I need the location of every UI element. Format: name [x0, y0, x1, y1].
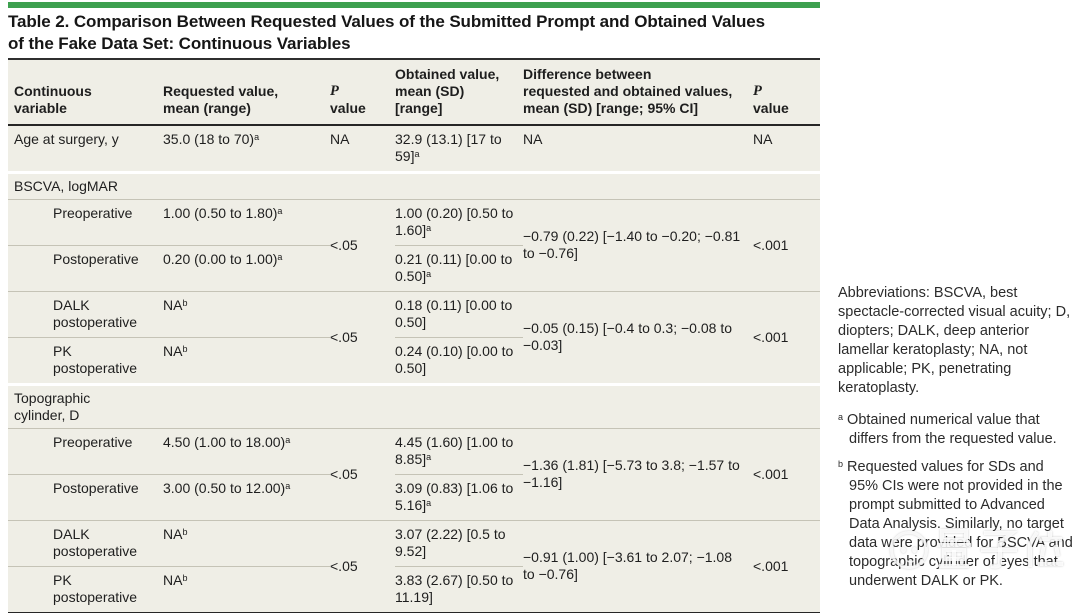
section-label: BSCVA, logMAR: [8, 174, 820, 200]
abbreviations-note: Abbreviations: BSCVA, best spectacle-cor…: [838, 285, 1071, 396]
table-cell: Preoperative: [8, 199, 163, 246]
table-cell: Postoperative: [53, 480, 139, 496]
comparison-table: Continuous variable Requested value, mean…: [8, 58, 820, 613]
table-cell: 4.45 (1.60) [1.00 to 8.85]a: [395, 428, 523, 475]
table-cell: <.001: [753, 520, 820, 613]
footnote-a: a Obtained numerical value that differs …: [838, 411, 1074, 449]
footnote-a-text: Obtained numerical value that differs fr…: [847, 412, 1057, 447]
section-label: Topographic cylinder, D: [8, 386, 820, 429]
table-cell: NAb: [163, 520, 330, 567]
table-cell: <.05: [330, 291, 395, 383]
table-cell: −0.79 (0.22) [−1.40 to −0.20; −0.81 to −…: [523, 228, 741, 261]
table-cell: NAb: [163, 291, 330, 338]
table-cell: −1.36 (1.81) [−5.73 to 3.8; −1.57 to −1.…: [523, 457, 740, 490]
table-cell: <.001: [753, 236, 789, 253]
table-row: PK postoperative NAb 0.24 (0.10) [0.00 to …: [8, 338, 820, 384]
accent-bar: [8, 2, 820, 8]
table-cell: <.001: [753, 291, 820, 383]
col-header-0: Continuous variable: [8, 59, 163, 126]
table-cell: NA: [753, 131, 773, 147]
table-cell: Preoperative: [8, 428, 163, 475]
row-gap: [8, 383, 820, 386]
table-cell: 32.9 (13.1) [17 to 59]a: [395, 131, 502, 164]
table-cell: Age at surgery, y: [14, 131, 119, 147]
table-cell: <.05: [330, 520, 395, 613]
table-cell: <.05: [330, 465, 358, 482]
table-cell: PK postoperative: [53, 572, 138, 605]
table-cell: 0.20 (0.00 to 1.00)a: [163, 251, 283, 267]
table-cell: 3.83 (2.67) [0.50 to 11.19]: [395, 572, 514, 605]
col-header-4: Difference between requested and obtaine…: [523, 59, 753, 126]
table-cell: −0.05 (0.15) [−0.4 to 0.3; −0.08 to −0.0…: [523, 291, 753, 383]
table-cell: DALK postoperative: [8, 291, 163, 338]
footnote-b-text: Requested values for SDs and 95% CIs wer…: [847, 459, 1073, 589]
table-cell: −0.91 (1.00) [−3.61 to 2.07; −1.08 to −0…: [523, 520, 753, 613]
table-row: DALK postoperative NAb <.05 3.07 (2.22) [0.…: [8, 520, 820, 613]
table-cell: 0.21 (0.11) [0.00 to 0.50]a: [395, 251, 513, 284]
table-cell: 3.00 (0.50 to 12.00)a: [163, 480, 291, 496]
table-cell: 3.07 (2.22) [0.5 to 9.52]: [395, 520, 523, 567]
table-row: Age at surgery, y 35.0 (18 to 70)a NA 32.9 …: [8, 125, 820, 171]
table-row: PK postoperative NAb 3.83 (2.67) [0.50 to …: [8, 567, 820, 613]
table-row: Preoperative 4.50 (1.00 to 18.00)a <.05 4.4…: [8, 428, 820, 490]
table-title-line2: of the Fake Data Set: Continuous Variabl…: [8, 34, 351, 53]
section-row: BSCVA, logMAR: [8, 174, 820, 200]
row-gap: [8, 171, 820, 174]
table-cell: 35.0 (18 to 70)a: [163, 131, 260, 147]
table-row: Preoperative 1.00 (0.50 to 1.80)a <.05 1.00…: [8, 199, 820, 261]
table-cell: 4.50 (1.00 to 18.00)a: [163, 428, 330, 475]
table-cell: 3.09 (0.83) [1.06 to 5.16]a: [395, 480, 514, 513]
table-cell: 1.00 (0.20) [0.50 to 1.60]a: [395, 199, 523, 246]
col-header-2: P value: [330, 59, 395, 126]
table-row: Postoperative 0.20 (0.00 to 1.00)a 0.21 (0…: [8, 246, 820, 292]
table-cell: <.001: [753, 465, 789, 482]
table-cell: NA: [523, 131, 543, 147]
table-cell: NA: [330, 131, 350, 147]
col-header-3: Obtained value, mean (SD) [range]: [395, 59, 523, 126]
footnote-a-marker: a: [838, 412, 844, 422]
table-cell: 1.00 (0.50 to 1.80)a: [163, 199, 330, 246]
table-cell: Postoperative: [53, 251, 139, 267]
table-title-line1: Table 2. Comparison Between Requested Va…: [8, 12, 765, 31]
table-cell: PK postoperative: [53, 343, 138, 376]
table-cell: 0.24 (0.10) [0.00 to 0.50]: [395, 343, 514, 376]
table-cell: DALK postoperative: [8, 520, 163, 567]
table-cell: NAb: [163, 572, 188, 588]
col-header-5: P value: [753, 59, 820, 126]
table-cell: <.05: [330, 236, 358, 253]
table-cell: NAb: [163, 343, 188, 359]
table-row: Postoperative 3.00 (0.50 to 12.00)a 3.09 (…: [8, 475, 820, 521]
table-header-row: Continuous variable Requested value, mean…: [8, 59, 820, 126]
table-notes: Abbreviations: BSCVA, best spectacle-cor…: [838, 284, 1074, 600]
table-cell: 0.18 (0.11) [0.00 to 0.50]: [395, 291, 523, 338]
footnote-b: b Requested values for SDs and 95% CIs w…: [838, 458, 1074, 591]
table-title: Table 2. Comparison Between Requested Va…: [8, 11, 798, 55]
section-row: Topographic cylinder, D: [8, 386, 820, 429]
col-header-1: Requested value, mean (range): [163, 59, 330, 126]
footnote-b-marker: b: [838, 459, 844, 469]
table-row: DALK postoperative NAb <.05 0.18 (0.11) [0.…: [8, 291, 820, 383]
